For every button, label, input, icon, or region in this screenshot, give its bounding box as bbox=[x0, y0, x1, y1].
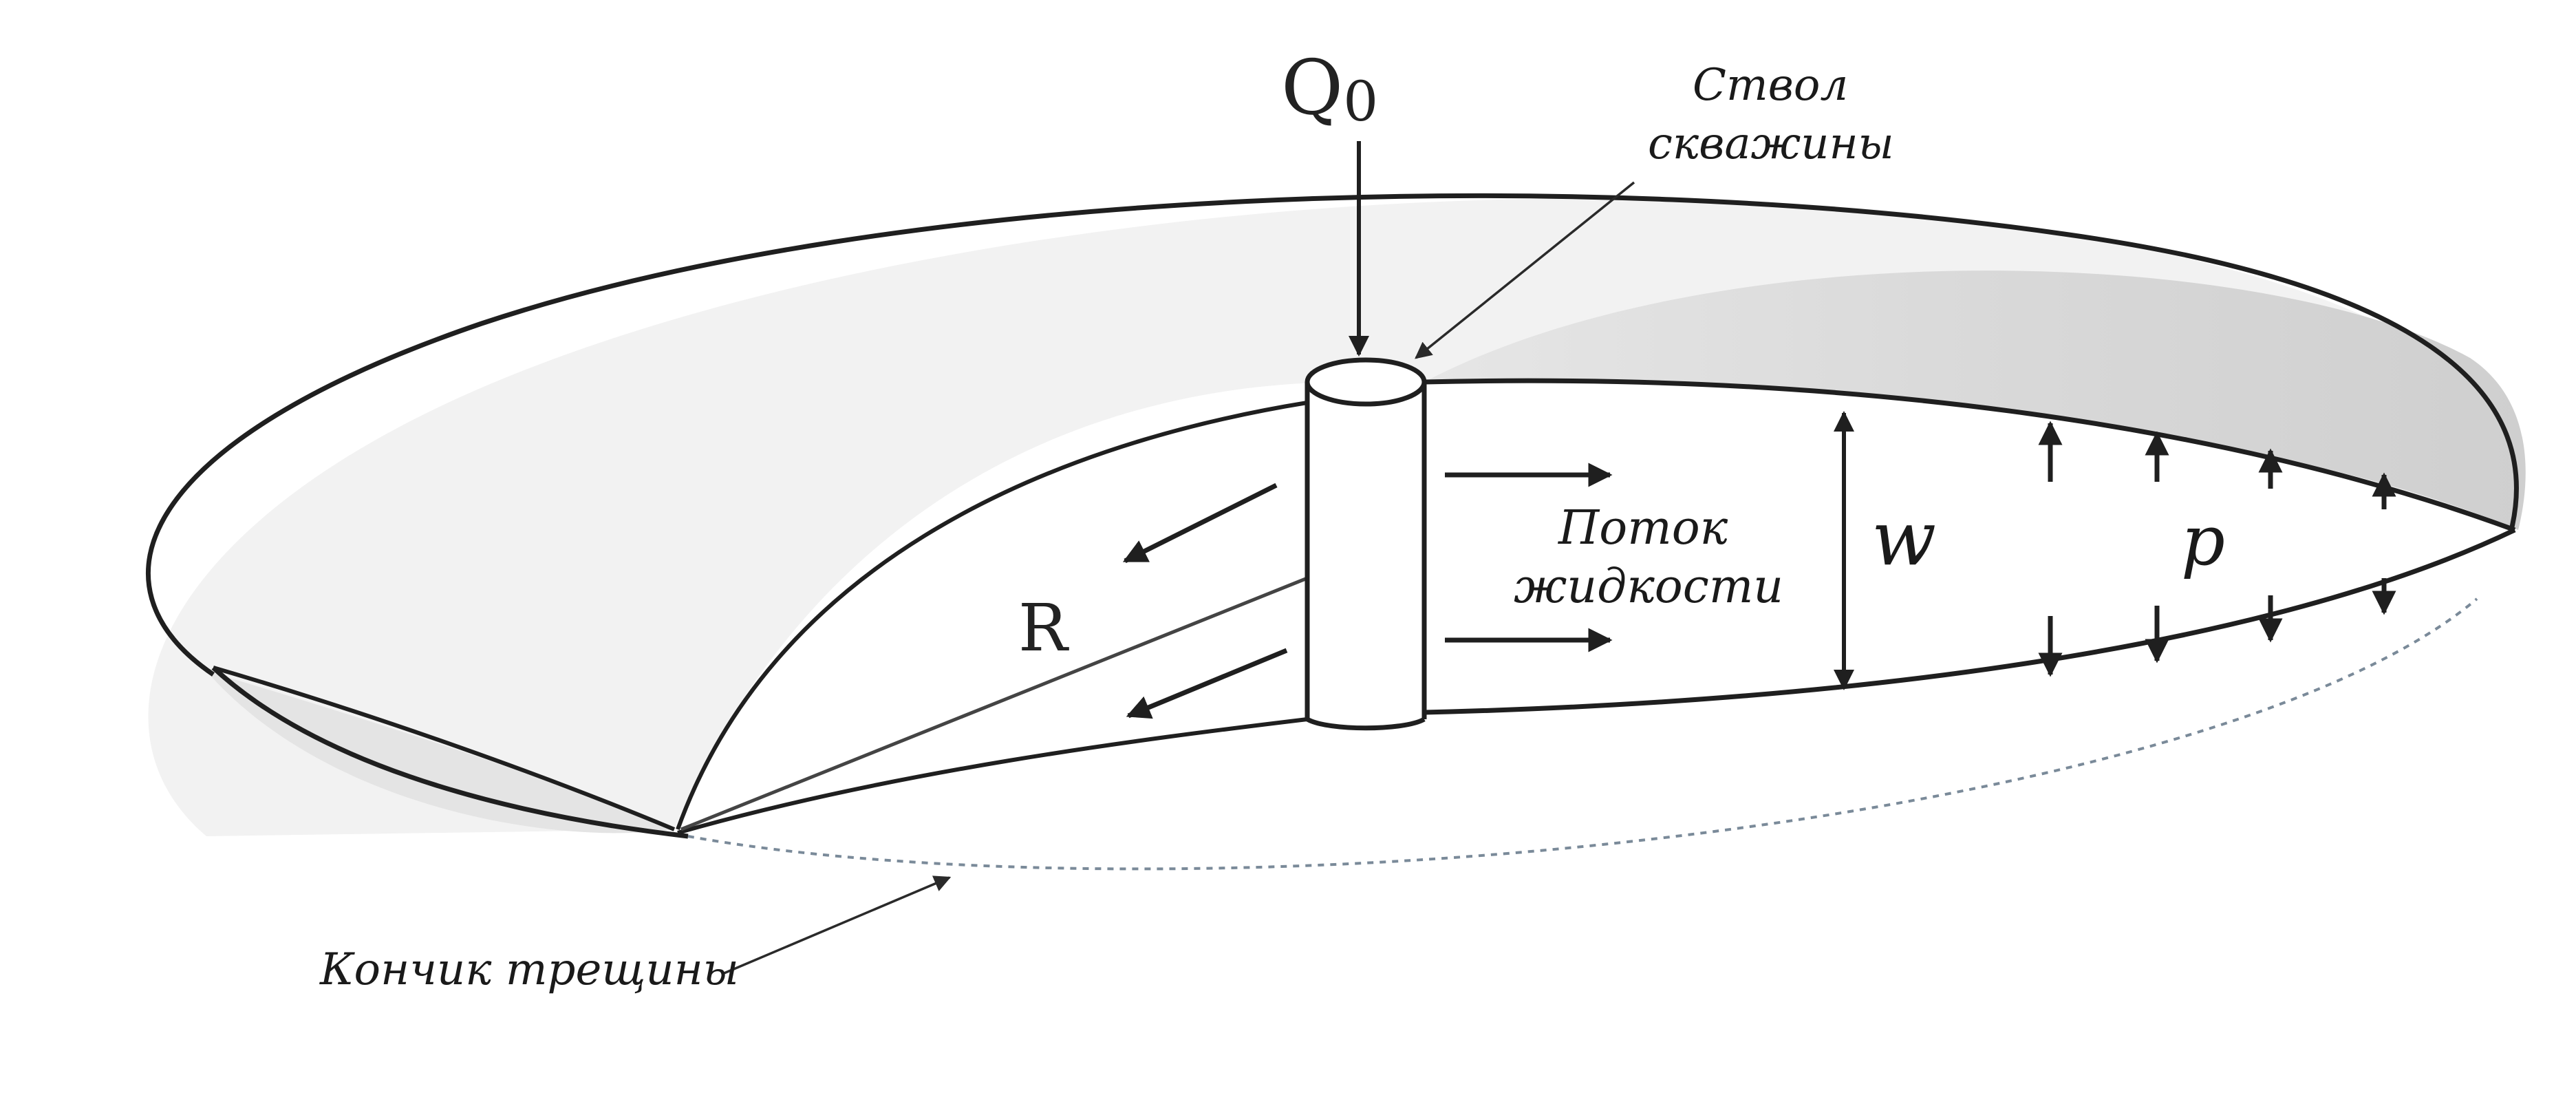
crack-tip-label: Кончик трещины bbox=[319, 944, 739, 995]
flow-arrow-left-bottom bbox=[1126, 648, 1288, 719]
crack-tip-pointer-arrow bbox=[722, 875, 952, 975]
flow-arrow-left-top bbox=[1122, 482, 1278, 564]
fracture-lower-left-edge bbox=[211, 666, 689, 839]
fluid-flow-label-line1: Поток bbox=[1557, 501, 1728, 555]
lower-left-surface bbox=[206, 671, 674, 833]
left-fan-surface bbox=[674, 399, 1307, 829]
pressure-arrows-bottom bbox=[2038, 578, 2396, 677]
inner-back-surface bbox=[1424, 270, 2526, 530]
flow-rate-label: Q0 bbox=[1281, 43, 1378, 134]
fluid-flow-label-line2: жидкости bbox=[1514, 560, 1783, 614]
wellbore-label-line2: скважины bbox=[1648, 118, 1894, 169]
pressure-arrows-top bbox=[2038, 421, 2396, 509]
pressure-label: p bbox=[2181, 500, 2225, 581]
radius-label: R bbox=[1018, 591, 1069, 666]
fracture-lower-inner-edge bbox=[213, 666, 676, 831]
wellbore-cylinder bbox=[1305, 357, 1427, 731]
left-fan-lower-edge bbox=[677, 717, 1308, 835]
left-fan-upper-edge bbox=[676, 401, 1308, 831]
fracture-cross-section bbox=[1424, 381, 2518, 712]
wellbore-label-line1: Ствол bbox=[1693, 60, 1848, 111]
radius-line bbox=[680, 576, 1308, 831]
width-label: w bbox=[1871, 494, 1936, 582]
fracture-outer-outline bbox=[146, 193, 2519, 677]
hidden-lower-edge bbox=[687, 597, 2478, 871]
wellbore-pointer-arrow bbox=[1415, 181, 1635, 359]
